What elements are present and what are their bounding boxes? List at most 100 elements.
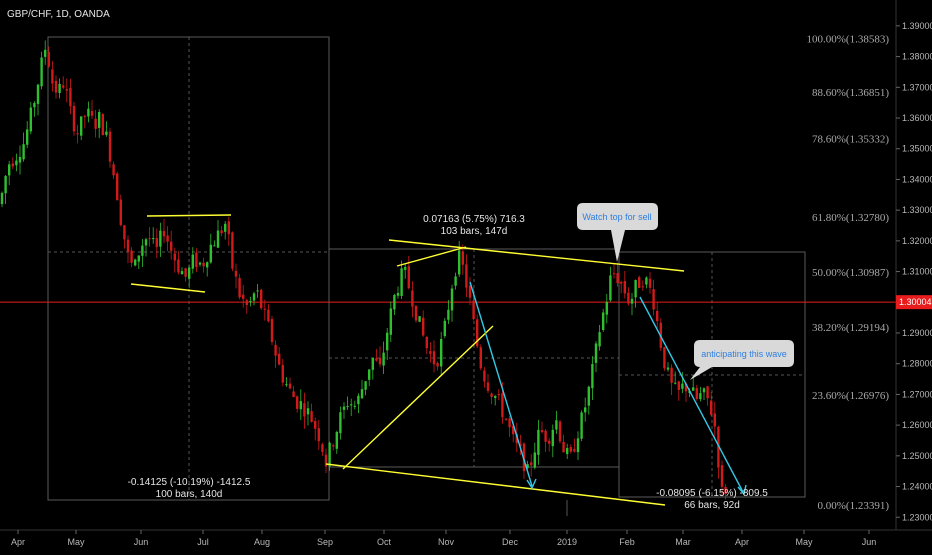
candle-body	[242, 294, 245, 299]
candle-body	[429, 351, 432, 354]
candle-body	[108, 131, 112, 162]
candle-body	[497, 393, 500, 395]
candle-body	[65, 89, 68, 91]
candle-body	[501, 393, 504, 418]
fib-level-label: 100.00%(1.38583)	[807, 34, 890, 46]
candle-body	[512, 425, 515, 435]
candle-body	[422, 317, 425, 336]
callout-anticipating[interactable]: anticipating this wave	[690, 340, 794, 380]
candle-body	[490, 393, 493, 397]
candle-body	[350, 404, 353, 406]
candle-body	[162, 230, 166, 237]
candle-body	[324, 454, 328, 467]
candle-body	[587, 386, 590, 406]
time-tick-label: Jun	[862, 537, 877, 547]
trendline-wedge-top	[396, 246, 467, 267]
time-tick-label: Apr	[735, 537, 749, 547]
candle-body	[137, 255, 140, 262]
callout-bubble	[577, 203, 658, 262]
time-tick-label: Feb	[619, 537, 635, 547]
candle-body	[627, 292, 630, 304]
candle-body	[152, 238, 155, 240]
candle-body	[72, 105, 76, 132]
measure-right-line2: 66 bars, 92d	[684, 500, 740, 511]
candle-body	[267, 309, 270, 322]
trendline-channel-bottom	[325, 463, 666, 506]
candle-body	[296, 396, 299, 409]
candle-body	[15, 160, 18, 166]
candle-body	[263, 308, 266, 310]
candle-body	[368, 369, 371, 380]
time-tick-label: Mar	[675, 537, 691, 547]
candle-body	[303, 403, 306, 417]
current-price-label: 1.30004	[899, 297, 932, 307]
candle-body	[598, 332, 601, 347]
candle-body	[454, 276, 457, 286]
candle-body	[684, 383, 688, 392]
candle-body	[231, 232, 234, 269]
candle-body	[602, 312, 605, 330]
candle-body	[245, 300, 248, 306]
candle-body	[288, 383, 292, 389]
candle-body	[188, 267, 191, 279]
candle-body	[148, 238, 151, 240]
candle-body	[195, 252, 198, 268]
candle-body	[720, 465, 724, 487]
candle-body	[314, 421, 317, 429]
candle-body	[317, 428, 320, 442]
candle-body	[584, 407, 587, 413]
price-tick-label: 1.36000	[902, 113, 932, 123]
arrowhead-2	[737, 484, 747, 496]
candle-body	[216, 230, 220, 248]
candle-body	[180, 271, 184, 275]
callout-bubble	[690, 340, 794, 380]
candle-body	[558, 421, 562, 442]
candle-body	[717, 426, 720, 468]
fib-level-label: 61.80%(1.32780)	[812, 212, 889, 224]
candle-body	[360, 389, 364, 399]
callout-watch-top[interactable]: Watch top for sell	[577, 203, 658, 262]
candle-body	[299, 401, 302, 410]
fib-level-label: 38.20%(1.29194)	[812, 322, 889, 334]
candle-body	[447, 309, 450, 320]
time-axis[interactable]: Apr May Jun Jul Aug Sep Oct Nov Dec 2019 Feb Mar Apr…	[11, 530, 876, 547]
candle-body	[260, 289, 263, 309]
candle-body	[87, 108, 90, 117]
candle-body	[548, 440, 551, 444]
candle-body	[494, 396, 497, 399]
candle-body	[620, 281, 623, 284]
time-tick-label: May	[795, 537, 813, 547]
candle-body	[119, 199, 122, 226]
time-tick-label: Sep	[317, 537, 333, 547]
candle-body	[213, 245, 216, 247]
candle-body	[432, 351, 436, 365]
candle-body	[209, 244, 212, 263]
candle-body	[710, 400, 713, 415]
measure-right-line1: -0.08095 (-6.15%) -809.5	[656, 488, 768, 499]
candle-body	[418, 316, 421, 322]
price-tick-label: 1.38000	[902, 52, 932, 62]
candle-body	[155, 238, 158, 247]
current-price-tag-bg	[896, 295, 932, 310]
candle-body	[674, 382, 677, 384]
candle-body	[713, 413, 716, 427]
candles	[0, 40, 727, 500]
candle-body	[450, 288, 454, 311]
candle-body	[281, 364, 284, 383]
trendline-support	[342, 325, 494, 470]
price-tick-label: 1.28000	[902, 359, 932, 369]
candle-body	[58, 83, 61, 93]
candle-body	[479, 347, 482, 369]
candle-body	[252, 293, 256, 301]
price-axis[interactable]: 1.39000 1.38000 1.37000 1.36000 1.35000 1.340…	[896, 21, 932, 522]
candle-body	[224, 223, 227, 232]
candle-body	[130, 250, 133, 263]
price-tick-label: 1.32000	[902, 236, 932, 246]
candle-body	[249, 300, 252, 303]
candle-body	[159, 230, 162, 247]
candle-body	[623, 280, 626, 294]
candle-body	[407, 266, 410, 289]
candle-body	[274, 344, 277, 356]
